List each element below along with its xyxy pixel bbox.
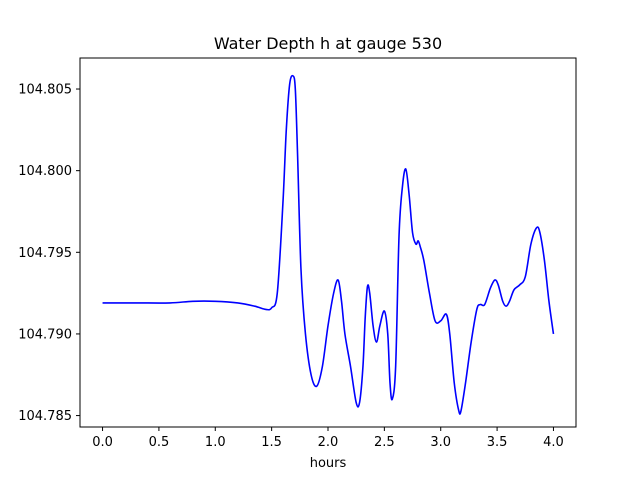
y-tick-label: 104.795 bbox=[18, 246, 72, 261]
plot-area bbox=[102, 74, 555, 415]
y-tick-label: 104.785 bbox=[18, 409, 72, 424]
x-tick-label: 2.0 bbox=[318, 435, 339, 450]
y-axis: 104.785 104.790 104.795 104.800 104.805 bbox=[18, 83, 80, 424]
x-tick-label: 3.5 bbox=[487, 435, 508, 450]
x-tick-label: 3.0 bbox=[430, 435, 451, 450]
x-tick-label: 1.5 bbox=[261, 435, 282, 450]
x-tick-label: 2.5 bbox=[374, 435, 395, 450]
x-axis: 0.0 0.5 1.0 1.5 2.0 2.5 3.0 3.5 4.0 bbox=[92, 427, 564, 450]
y-tick-label: 104.800 bbox=[18, 164, 72, 179]
axes-frame bbox=[79, 57, 577, 428]
x-tick-label: 0.0 bbox=[92, 435, 113, 450]
series-line bbox=[102, 74, 555, 415]
y-tick-label: 104.805 bbox=[18, 83, 72, 98]
x-tick-label: 1.0 bbox=[205, 435, 226, 450]
y-tick-label: 104.790 bbox=[18, 327, 72, 342]
chart-title: Water Depth h at gauge 530 bbox=[214, 34, 442, 53]
x-tick-label: 4.0 bbox=[543, 435, 564, 450]
x-axis-label: hours bbox=[310, 456, 347, 471]
x-tick-label: 0.5 bbox=[149, 435, 170, 450]
